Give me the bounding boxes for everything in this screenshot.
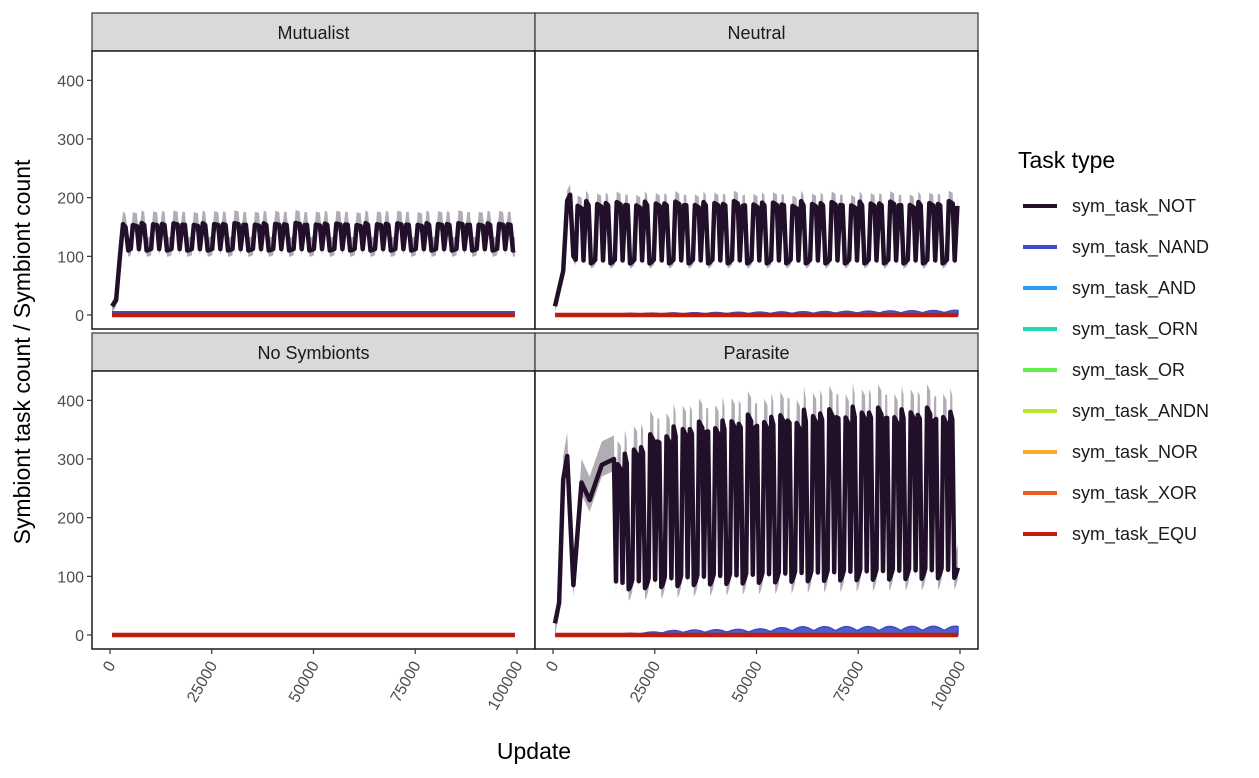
- y-tick-label: 0: [75, 308, 84, 325]
- y-tick-label: 300: [57, 132, 84, 149]
- y-axis-title: Symbiont task count / Symbiont count: [9, 159, 35, 544]
- x-tick-label: 50000: [286, 658, 323, 705]
- legend-item: sym_task_ANDN: [1023, 401, 1209, 422]
- legend-label: sym_task_ANDN: [1072, 401, 1209, 422]
- facet-strip: [91, 12, 536, 52]
- panel-no-symbionts: No Symbionts: [91, 332, 536, 650]
- facet-strip-label: Mutualist: [277, 23, 349, 43]
- legend-label: sym_task_NAND: [1072, 237, 1209, 258]
- y-tick-label: 200: [57, 191, 84, 208]
- legend-item: sym_task_AND: [1023, 278, 1196, 299]
- series-line-sym-task-not: [110, 220, 516, 308]
- legend-item: sym_task_NOT: [1023, 196, 1196, 217]
- x-tick-label: 0: [543, 658, 562, 674]
- series-line-sym-task-not: [552, 404, 961, 624]
- y-tick-label: 400: [57, 73, 84, 90]
- legend-item: sym_task_OR: [1023, 360, 1185, 381]
- x-tick-label: 100000: [485, 658, 526, 713]
- x-tick-label: 25000: [184, 658, 221, 705]
- legend-title: Task type: [1018, 147, 1115, 173]
- legend-label: sym_task_ORN: [1072, 319, 1198, 340]
- facet-strip-label: No Symbionts: [257, 343, 369, 363]
- panel-neutral: Neutral: [534, 12, 979, 330]
- legend-item: sym_task_ORN: [1023, 319, 1198, 340]
- legend-item: sym_task_EQU: [1023, 524, 1197, 545]
- x-tick-label: 75000: [388, 658, 425, 705]
- facet-strip: [534, 12, 979, 52]
- legend: Task type sym_task_NOT sym_task_NAND sym_t…: [1018, 147, 1209, 545]
- facet-strip-label: Neutral: [727, 23, 785, 43]
- plot-background: [535, 51, 978, 329]
- x-tick-label: 50000: [729, 658, 766, 705]
- x-tick-label: 0: [100, 658, 119, 674]
- legend-item: sym_task_NOR: [1023, 442, 1198, 463]
- legend-label: sym_task_XOR: [1072, 483, 1197, 504]
- panel-parasite: Parasite: [534, 332, 979, 650]
- legend-item: sym_task_NAND: [1023, 237, 1209, 258]
- panel-border: [534, 50, 979, 330]
- x-tick-label: 100000: [928, 658, 969, 713]
- y-tick-label: 100: [57, 569, 84, 586]
- y-tick-label: 100: [57, 249, 84, 266]
- y-tick-label: 200: [57, 511, 84, 528]
- legend-label: sym_task_NOR: [1072, 442, 1198, 463]
- plot-background: [92, 371, 535, 649]
- y-tick-label: 400: [57, 393, 84, 410]
- y-tick-label: 300: [57, 452, 84, 469]
- legend-label: sym_task_NOT: [1072, 196, 1196, 217]
- y-axes-group: 0 100 200 300 400 0 100 200 300 400: [57, 73, 92, 645]
- legend-label: sym_task_AND: [1072, 278, 1196, 299]
- x-axis-title: Update: [497, 738, 571, 764]
- legend-item: sym_task_XOR: [1023, 483, 1197, 504]
- y-tick-label: 0: [75, 628, 84, 645]
- legend-label: sym_task_OR: [1072, 360, 1185, 381]
- x-axes-group: 0 25000 50000 75000 100000 0 25000 50000 75000 10…: [100, 649, 970, 713]
- facet-strip-label: Parasite: [723, 343, 789, 363]
- x-tick-label: 75000: [831, 658, 868, 705]
- x-tick-label: 25000: [627, 658, 664, 705]
- plot-background: [92, 51, 535, 329]
- panel-mutualist: Mutualist: [91, 12, 536, 330]
- panels-group: Mutualist Neutral No Symbionts Parasite: [91, 12, 979, 650]
- series-line-sym-task-not: [552, 192, 960, 307]
- legend-label: sym_task_EQU: [1072, 524, 1197, 545]
